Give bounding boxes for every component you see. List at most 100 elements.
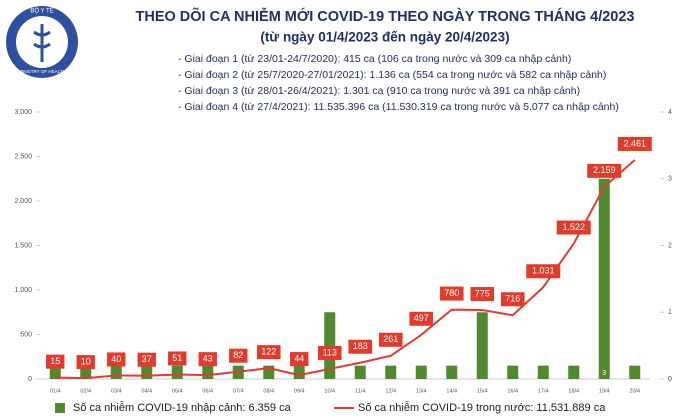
x-tick-label: 02/4 (80, 388, 91, 394)
y-tick-label: 2.500 (14, 153, 32, 160)
x-tick-label: 14/4 (446, 388, 457, 394)
x-tick-label: 06/4 (202, 388, 213, 394)
x-tick-label: 19/4 (599, 388, 610, 394)
y-tick-label: 2.000 (14, 198, 32, 205)
data-label: 1.522 (562, 222, 585, 232)
label-box (137, 352, 156, 367)
x-tick-label: 04/4 (141, 388, 152, 394)
note: - Giai đoạn 1 (từ 23/01-24/7/2020): 415 … (178, 53, 571, 65)
x-tick-label: 18/4 (568, 388, 579, 394)
label-box (409, 311, 434, 326)
y-tick-label: 500 (20, 331, 32, 338)
x-tick-label: 07/4 (233, 388, 244, 394)
data-label: 113 (323, 347, 337, 357)
label-box (587, 163, 622, 178)
data-label: 261 (383, 334, 398, 344)
data-label: 43 (203, 354, 213, 364)
bar (415, 365, 427, 379)
x-tick-label: 20/4 (629, 388, 640, 394)
data-label: 44 (294, 353, 304, 363)
note: - Giai đoạn 3 (từ 28/01-26/4/2021): 1.30… (178, 85, 580, 97)
chart-title: THEO DÕI CA NHIỄM MỚI COVID-19 THEO NGÀY… (136, 7, 635, 25)
y-tick-label: 1.000 (14, 287, 32, 294)
data-label: 82 (233, 350, 243, 360)
bar (568, 365, 580, 379)
bar (293, 365, 305, 379)
label-box (46, 354, 65, 369)
y-tick-label: 1.500 (14, 242, 32, 249)
data-label: 775 (475, 288, 490, 298)
note: - Giai đoạn 4 (từ 27/4/2021): 11.535.396… (178, 101, 619, 113)
label-box (76, 355, 95, 370)
label-box (470, 287, 495, 302)
x-tick-label: 12/4 (385, 388, 396, 394)
x-tick-label: 16/4 (507, 388, 518, 394)
legend-swatch (55, 403, 65, 413)
data-label: 716 (505, 294, 520, 304)
bar (141, 365, 153, 379)
bar (385, 365, 397, 379)
x-tick-label: 01/4 (50, 388, 61, 394)
bar (49, 365, 61, 379)
logo-bottom: MINISTRY OF HEALTH (18, 69, 66, 74)
x-tick-label: 11/4 (355, 388, 365, 394)
bar-label: 3 (602, 370, 606, 377)
bar (171, 365, 183, 379)
bar (354, 365, 366, 379)
chart-subtitle: (từ ngày 01/4/2023 đến ngày 20/4/2023) (260, 30, 509, 45)
label-box (107, 352, 126, 367)
logo-icon (33, 24, 51, 62)
x-tick-label: 08/4 (263, 388, 274, 394)
data-label: 183 (353, 341, 368, 351)
y-tick-label: 0 (28, 376, 32, 383)
y2-tick-label: 3 (668, 176, 672, 183)
line (55, 159, 636, 380)
data-label: 37 (142, 354, 152, 364)
y-tick-label: 3.000 (14, 109, 32, 116)
data-label: 497 (414, 313, 429, 323)
legend-label: Số ca nhiễm COVID-19 trong nước: 11.531.… (358, 401, 606, 414)
bar (598, 178, 610, 379)
bar (537, 365, 549, 379)
x-tick-label: 03/4 (111, 388, 122, 394)
bar (446, 365, 458, 379)
data-label: 780 (444, 288, 459, 298)
data-label: 2.461 (623, 138, 646, 148)
x-tick-label: 09/4 (294, 388, 305, 394)
data-label: 40 (111, 354, 121, 364)
x-tick-label: 17/4 (538, 388, 549, 394)
label-box (198, 352, 217, 367)
data-label: 51 (172, 353, 182, 363)
label-box (168, 351, 187, 366)
data-label: 15 (50, 356, 60, 366)
y2-tick-label: 0 (668, 376, 672, 383)
label-box (556, 220, 591, 235)
bar (263, 365, 275, 379)
label-box (617, 136, 652, 151)
bar (110, 365, 122, 379)
label-box (526, 264, 561, 279)
label-box (256, 345, 281, 360)
bar (202, 365, 214, 379)
bar (476, 312, 488, 379)
bar (629, 365, 641, 379)
legend-label: Số ca nhiễm COVID-19 nhập cảnh: 6.359 ca (73, 401, 292, 414)
bar (507, 365, 519, 379)
label-box (439, 286, 464, 301)
label-box (290, 352, 309, 367)
data-label: 2.159 (593, 165, 616, 175)
data-label: 10 (81, 356, 91, 366)
label-box (500, 292, 525, 307)
bar (324, 312, 336, 379)
x-tick-label: 10/4 (324, 388, 335, 394)
x-tick-label: 15/4 (477, 388, 488, 394)
data-label: 122 (261, 347, 276, 357)
logo-top: BỘ Y TẾ (30, 8, 53, 15)
bar (80, 365, 92, 379)
label-box (378, 332, 403, 347)
label-box (229, 348, 248, 363)
x-tick-label: 05/4 (172, 388, 183, 394)
y2-tick-label: 2 (668, 242, 672, 249)
data-label: 1.031 (532, 266, 555, 276)
